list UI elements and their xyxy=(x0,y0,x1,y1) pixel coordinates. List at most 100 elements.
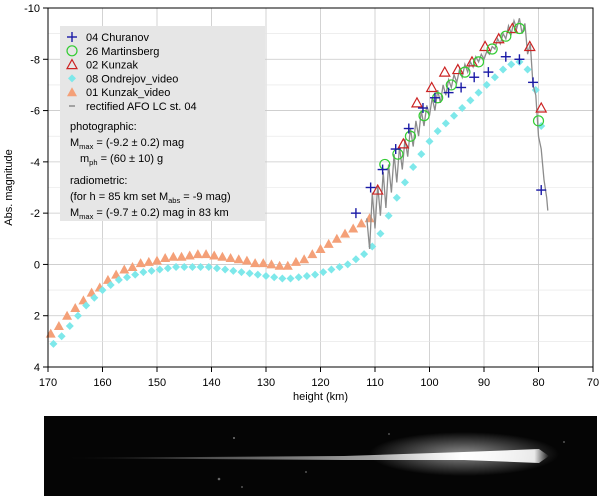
star xyxy=(563,441,565,443)
legend-background xyxy=(60,26,265,221)
marker-triangle-filled xyxy=(225,253,236,263)
marker-plus xyxy=(443,87,454,98)
marker-triangle-filled xyxy=(290,256,301,266)
x-tick-label: 130 xyxy=(257,377,275,389)
marker-diamond xyxy=(392,193,401,202)
marker-diamond xyxy=(458,104,467,113)
marker-triangle-filled xyxy=(119,264,130,274)
marker-plus xyxy=(469,72,480,83)
marker-diamond xyxy=(147,266,156,275)
series-08-ondrejov-video xyxy=(49,57,546,348)
marker-diamond xyxy=(433,127,442,136)
marker-triangle-filled xyxy=(201,249,212,259)
marker-diamond xyxy=(212,264,221,273)
marker-diamond xyxy=(294,273,303,282)
marker-diamond xyxy=(499,65,508,74)
star xyxy=(241,486,243,488)
marker-diamond xyxy=(68,74,76,83)
legend-label: 01 Kunzak_video xyxy=(86,87,170,99)
y-tick-label: 4 xyxy=(34,362,40,374)
marker-triangle-open xyxy=(535,101,548,113)
marker-triangle-open xyxy=(397,137,410,149)
marker-triangle-filled xyxy=(209,250,220,260)
y-tick-label: -2 xyxy=(30,208,40,220)
marker-diamond xyxy=(172,262,181,271)
series-02-kunzak xyxy=(371,22,548,195)
marker-triangle-filled xyxy=(184,250,195,260)
legend-entry-08-ondrejov-video: 08 Ondrejov_video xyxy=(68,73,178,85)
marker-diamond xyxy=(163,264,172,273)
marker-diamond xyxy=(474,88,483,97)
marker-diamond xyxy=(204,262,213,271)
series-rectified-afo-lc-st-04 xyxy=(366,18,549,250)
marker-plus xyxy=(483,67,494,78)
star xyxy=(305,471,307,473)
marker-triangle-filled xyxy=(241,255,252,265)
marker-plus xyxy=(67,32,77,42)
marker-diamond xyxy=(155,265,164,274)
marker-diamond xyxy=(188,262,197,271)
marker-diamond xyxy=(114,275,123,284)
marker-triangle-open xyxy=(523,40,536,52)
marker-diamond xyxy=(49,339,58,348)
marker-diamond xyxy=(327,265,336,274)
marker-diamond xyxy=(262,271,270,280)
y-tick-label: -10 xyxy=(24,3,40,15)
marker-diamond xyxy=(106,280,115,289)
marker-plus xyxy=(365,182,376,193)
marker-diamond xyxy=(278,274,287,283)
marker-triangle-filled xyxy=(62,310,73,320)
series-line xyxy=(366,18,549,250)
marker-circle xyxy=(66,45,78,57)
marker-triangle-filled xyxy=(250,258,261,268)
marker-triangle-filled xyxy=(160,253,171,263)
marker-triangle-open xyxy=(465,55,479,67)
marker-diamond xyxy=(360,250,369,259)
meteor-streak xyxy=(64,449,549,463)
marker-triangle-open xyxy=(438,65,451,77)
legend-label: rectified AFO LC st. 04 xyxy=(86,101,197,113)
x-tick-label: 90 xyxy=(478,377,490,389)
marker-diamond xyxy=(319,268,328,277)
marker-circle xyxy=(404,130,417,142)
marker-triangle-filled xyxy=(274,260,285,270)
marker-triangle-open xyxy=(410,96,423,108)
meteor-streak-image xyxy=(44,416,597,496)
marker-triangle-filled xyxy=(53,320,64,330)
marker-diamond xyxy=(409,162,418,171)
star xyxy=(233,437,235,439)
marker-diamond xyxy=(441,119,450,128)
legend-label: 08 Ondrejov_video xyxy=(86,73,178,85)
marker-diamond xyxy=(131,270,140,279)
marker-triangle-filled xyxy=(258,258,269,268)
x-tick-label: 170 xyxy=(39,377,57,389)
marker-plus xyxy=(403,123,414,134)
marker-diamond xyxy=(123,273,132,282)
marker-plus xyxy=(528,77,539,88)
marker-triangle-filled xyxy=(356,218,367,228)
x-tick-label: 160 xyxy=(93,377,111,389)
marker-triangle-filled xyxy=(348,223,359,233)
legend-box xyxy=(60,26,265,221)
annotation-photographic-title: photographic: xyxy=(70,121,137,133)
marker-diamond xyxy=(229,266,238,275)
marker-diamond xyxy=(65,321,74,330)
legend-label: 26 Martinsberg xyxy=(86,46,159,58)
marker-diamond xyxy=(507,60,516,69)
marker-triangle-filled xyxy=(266,259,277,269)
legend-label: 02 Kunzak xyxy=(86,60,138,72)
marker-circle xyxy=(472,56,485,68)
marker-diamond xyxy=(425,137,434,146)
marker-diamond xyxy=(335,262,344,271)
marker-diamond xyxy=(417,150,426,159)
marker-diamond xyxy=(302,271,311,280)
meteor-light-curve-chart: 170 160 150 140 130 120 110 100 90 80 70 4 2 0 -2 -4 -6 -… xyxy=(3,3,600,403)
star xyxy=(217,477,221,481)
marker-triangle-filled xyxy=(67,87,77,97)
marker-diamond xyxy=(139,268,148,277)
marker-diamond xyxy=(98,286,107,295)
legend-entry-rectified-afo-lc-st-04: rectified AFO LC st. 04 xyxy=(69,101,197,113)
marker-triangle-open xyxy=(65,58,79,70)
x-tick-label: 100 xyxy=(420,377,438,389)
marker-diamond xyxy=(400,178,409,187)
